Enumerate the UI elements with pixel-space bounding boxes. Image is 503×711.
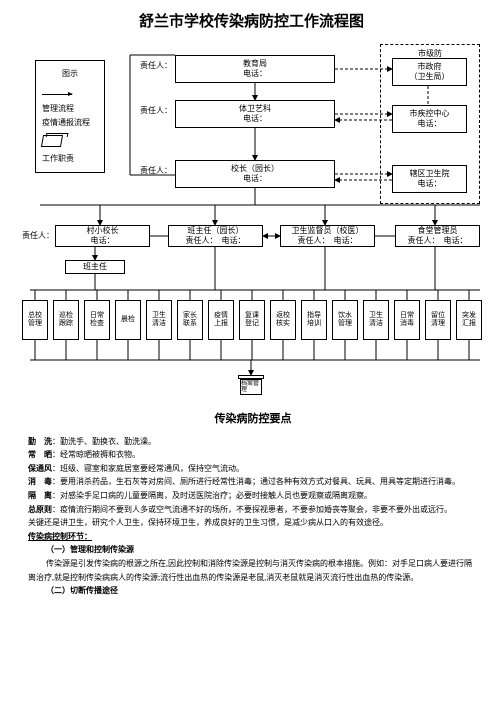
task-box: 留位清理	[425, 300, 451, 340]
canteen-resp: 责任人：	[408, 236, 440, 245]
cdc-label: 市疾控中心	[410, 109, 450, 119]
district-phone: 电话：	[418, 179, 442, 189]
art-resp: 责任人：	[140, 105, 172, 116]
village-phone: 电话：	[91, 236, 115, 246]
supervisor-resp: 责任人：	[298, 236, 330, 245]
task-box: 总校管理	[22, 300, 48, 340]
teacher-phone: 电话：	[222, 236, 246, 245]
gov-label: 市政府	[418, 62, 442, 72]
task-box: 饮水管理	[332, 300, 358, 340]
task-box: 家长联系	[177, 300, 203, 340]
supervisor-phone: 电话：	[334, 236, 358, 245]
task-box: 指导培训	[301, 300, 327, 340]
edu-resp: 责任人：	[140, 60, 172, 71]
teacher-resp: 责任人：	[186, 236, 218, 245]
sub1-text: 传染源是引发传染病的根源之所在,因此控制和消除传染源是控制与消灭传染病的根本措施…	[28, 557, 478, 571]
arrow-icon	[42, 94, 72, 95]
class-teacher-label: 班主任	[83, 262, 107, 272]
art-box: 体卫艺科 电话：	[175, 100, 335, 128]
text-section: 传染病防控要点 勤 洗：勤洗手、勤换衣、勤洗澡。常 晒：经常晾晒被褥和衣物。保通…	[28, 410, 478, 598]
task-box: 晨检	[115, 300, 141, 340]
legend-title: 图示	[42, 67, 98, 81]
cdc-box: 市疾控中心 电话：	[392, 105, 467, 133]
village-label: 村小校长	[87, 226, 119, 236]
page-title: 舒兰市学校传染病防控工作流程图	[0, 0, 503, 36]
teacher-label: 班主任（园长）	[188, 226, 244, 236]
task-box: 日常检查	[84, 300, 110, 340]
legend-report: 疫情通报流程	[42, 116, 98, 130]
sub1: （一）管理和控制传染源	[28, 543, 478, 557]
conclusion: 关键还是讲卫生，研究个人卫生，保持环境卫生，养成良好的卫生习惯，是减少病从口入的…	[28, 516, 478, 530]
canteen-phone: 电话：	[444, 236, 468, 245]
task-box: 突发汇报	[456, 300, 482, 340]
task-box: 巡检跟踪	[53, 300, 79, 340]
class-teacher-box: 班主任	[65, 260, 125, 274]
supervisor-box: 卫生监督员（校医） 责任人： 电话：	[280, 225, 375, 247]
gov-sub: （卫生局）	[410, 72, 450, 82]
legend-duty: 工作职责	[42, 152, 98, 166]
archive-label: 档案管理	[240, 379, 262, 395]
principal-box: 校长（园长） 电话：	[175, 160, 335, 188]
task-box: 复课登记	[239, 300, 265, 340]
art-phone: 电话：	[243, 114, 267, 123]
keypoint-item: 隔 离：对感染手足口病的儿童要隔离，及时送医院治疗；必要时接触人员也要观察或隔离…	[28, 489, 478, 503]
keypoint-item: 常 晒：经常晾晒被褥和衣物。	[28, 448, 478, 462]
principal-label: 校长（园长）	[231, 164, 279, 174]
principal-resp: 责任人：	[140, 165, 172, 176]
archive-icon: 档案管理	[240, 375, 262, 395]
legend-mgmt: 管理流程	[42, 102, 98, 116]
canteen-box: 食堂管理员 责任人： 电话：	[395, 225, 480, 247]
district-box: 辖区卫生院 电话：	[392, 165, 467, 193]
sub1-text2: 离治疗,就是控制传染病病人的传染源;流行性出血热的传染源是老鼠,消灭老鼠就是消灭…	[28, 571, 478, 585]
gov-box: 市政府 （卫生局）	[392, 58, 467, 86]
village-box: 村小校长 电话：	[55, 225, 150, 247]
edu-bureau-box: 教育局 电话：	[175, 55, 335, 83]
task-box: 返校核实	[270, 300, 296, 340]
task-box: 卫生清洁	[363, 300, 389, 340]
sub2: （二）切断传播途径	[28, 584, 478, 598]
task-box: 日常消毒	[394, 300, 420, 340]
art-label: 体卫艺科	[239, 104, 271, 114]
cdc-phone: 电话：	[418, 119, 442, 129]
edu-label: 教育局	[243, 59, 267, 69]
district-label: 辖区卫生院	[410, 169, 450, 179]
village-resp: 责任人：	[22, 230, 54, 241]
principal-phone: 电话：	[243, 174, 267, 183]
keypoint-item: 勤 洗：勤洗手、勤换衣、勤洗澡。	[28, 435, 478, 449]
task-box: 卫生清洁	[146, 300, 172, 340]
supervisor-label: 卫生监督员（校医）	[292, 226, 364, 236]
legend-box: 图示 管理流程 疫情通报流程 工作职责	[35, 60, 105, 173]
edu-phone: 电话：	[243, 69, 267, 78]
duty-icon	[41, 135, 63, 147]
keypoints-title: 传染病防控要点	[28, 410, 478, 429]
keypoint-item: 保通风：班级、寝室和家庭居室要经常通风，保持空气流动。	[28, 462, 478, 476]
keypoint-item: 消 毒：要用消杀药品，生石灰等对房间、厕所进行经常性消毒；通过各种有效方式对餐具…	[28, 475, 478, 489]
section-title: 传染病控制环节：	[28, 530, 478, 544]
teacher-box: 班主任（园长） 责任人： 电话：	[168, 225, 263, 247]
keypoint-item: 总原则：疫情流行期间不要到人多或空气流通不好的场所，不要探视患者，不要参加婚丧等…	[28, 503, 478, 517]
canteen-label: 食堂管理员	[418, 226, 458, 236]
task-box: 疫情上报	[208, 300, 234, 340]
